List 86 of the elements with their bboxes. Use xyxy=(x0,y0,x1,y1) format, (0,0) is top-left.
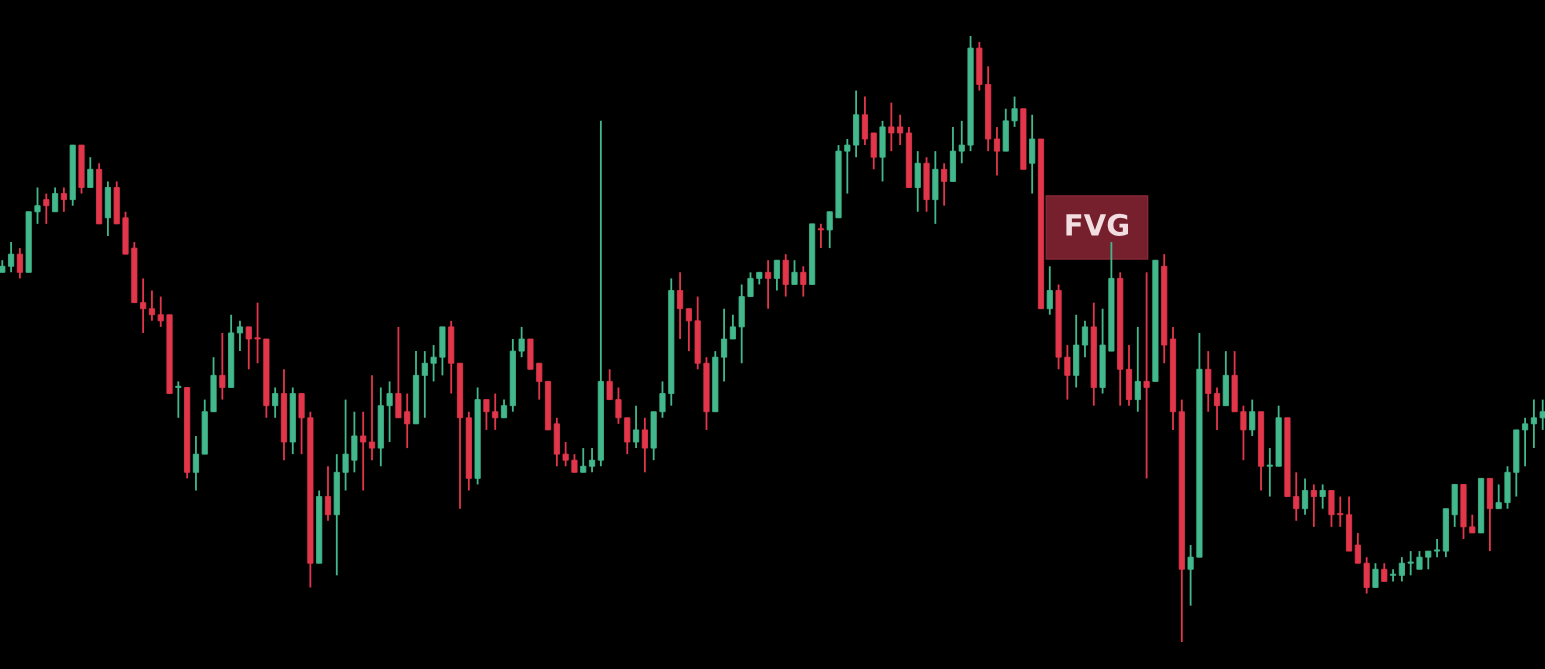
candlestick xyxy=(192,435,199,492)
candlestick xyxy=(272,386,279,419)
candlestick xyxy=(562,441,569,468)
candlestick xyxy=(1530,398,1537,449)
candlestick xyxy=(1249,398,1256,437)
candlestick xyxy=(1046,265,1053,316)
candlestick xyxy=(52,186,59,213)
candlestick xyxy=(1293,471,1300,522)
candlestick xyxy=(993,125,1001,177)
candlestick xyxy=(1143,271,1150,480)
candlestick xyxy=(34,186,41,225)
candlestick xyxy=(16,247,23,280)
candlestick xyxy=(791,259,798,286)
candlestick xyxy=(236,319,244,353)
candlestick xyxy=(518,325,525,359)
candlestick xyxy=(1337,495,1344,528)
candlestick xyxy=(8,241,15,274)
candlestick xyxy=(1354,532,1361,565)
candlestick xyxy=(1081,319,1089,359)
candlestick xyxy=(1539,398,1545,431)
candlestick xyxy=(254,301,261,365)
candlestick xyxy=(1416,550,1423,571)
candlestick xyxy=(1011,95,1018,128)
candlestick xyxy=(500,398,508,419)
candlestick xyxy=(773,259,780,292)
candlestick xyxy=(1310,483,1317,528)
candlestick xyxy=(157,295,164,328)
candlestick xyxy=(1301,477,1309,516)
candlestick xyxy=(1398,556,1405,583)
candlestick xyxy=(245,325,252,371)
candlestick xyxy=(404,392,411,449)
candlestick xyxy=(140,277,147,334)
candlestick xyxy=(1434,538,1441,559)
candlestick xyxy=(633,404,640,449)
candlestick xyxy=(60,186,67,213)
candlestick xyxy=(606,368,613,401)
annotation: FVG xyxy=(1066,213,1129,236)
candlestick xyxy=(430,344,437,383)
candlestick xyxy=(368,374,376,462)
candlestick xyxy=(1372,562,1379,589)
candlestick xyxy=(817,222,824,250)
candlestick xyxy=(492,392,499,431)
candlestick xyxy=(571,453,578,474)
candlestick xyxy=(1134,325,1141,413)
candlestick xyxy=(386,380,393,443)
candlestick xyxy=(729,313,736,340)
candlestick xyxy=(483,398,490,431)
candlestick xyxy=(87,156,94,189)
candlestick xyxy=(1495,483,1502,510)
candlestick xyxy=(536,362,543,401)
candlestick xyxy=(1064,344,1071,401)
candlestick xyxy=(641,416,648,474)
candlestick xyxy=(148,289,155,322)
candlestick xyxy=(342,398,349,492)
candlestick xyxy=(1425,550,1432,571)
candlestick xyxy=(888,101,895,153)
candlestick xyxy=(1522,416,1529,468)
candlestick xyxy=(580,447,587,474)
candlestick xyxy=(721,307,728,383)
candlestick xyxy=(324,465,332,522)
candlestick xyxy=(941,162,948,207)
candlestick xyxy=(677,271,684,340)
candlestick xyxy=(588,447,596,474)
candlestick xyxy=(175,380,182,419)
candlestick xyxy=(1240,404,1247,462)
candlestick xyxy=(685,307,692,353)
candlestick xyxy=(1266,447,1273,498)
candlestick xyxy=(615,386,622,425)
candlestick xyxy=(826,210,833,250)
candlestick xyxy=(1407,550,1414,577)
candlestick xyxy=(1213,386,1221,431)
candlestick xyxy=(800,265,807,298)
candlestick xyxy=(360,410,367,492)
candlestick xyxy=(43,192,50,225)
candlestick xyxy=(897,113,904,146)
candlestick xyxy=(958,119,965,165)
candlestick xyxy=(1319,483,1326,510)
candlestick xyxy=(1469,513,1476,534)
candlestick xyxy=(844,138,851,195)
candlestick xyxy=(765,259,772,310)
candlestick xyxy=(1381,562,1388,583)
candlestick xyxy=(659,380,666,419)
candlestick xyxy=(1187,544,1194,607)
candlestick xyxy=(219,332,226,401)
candlestick xyxy=(747,271,754,298)
candlestick xyxy=(421,350,428,419)
